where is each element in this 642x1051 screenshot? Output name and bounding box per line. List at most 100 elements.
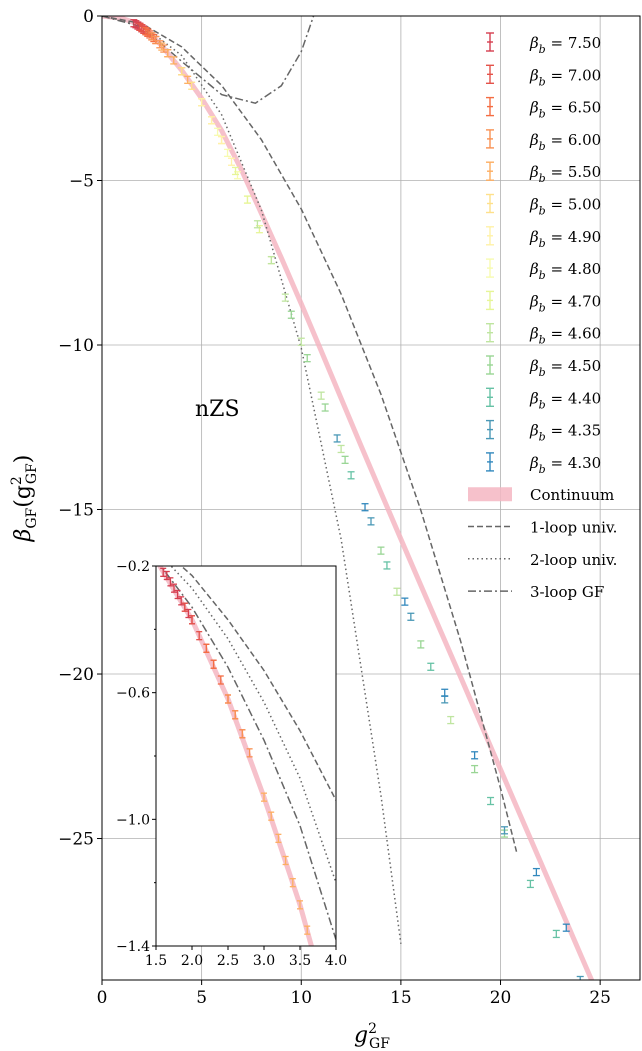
legend-entry: βb = 4.60 [486, 323, 601, 347]
legend-label: βb = 4.90 [529, 228, 601, 250]
main-data-point [287, 310, 295, 319]
legend-label: βb = 4.30 [529, 454, 601, 476]
inset-data-point [203, 643, 210, 653]
legend-sub: b [539, 237, 546, 250]
main-data-point [427, 662, 435, 671]
legend-label: βb = 4.35 [529, 422, 601, 444]
x-axis-label-sub: GF [369, 1036, 390, 1051]
legend-value: = 6.50 [546, 99, 602, 117]
inset-data-point [268, 811, 275, 821]
legend-sub: b [539, 75, 546, 88]
inset-data-point [210, 659, 217, 669]
legend-sub: b [539, 366, 546, 379]
main-data-point [471, 751, 479, 760]
legend-beta: β [529, 66, 539, 84]
y-tick-label: 0 [83, 7, 94, 27]
inset-data-point [304, 925, 311, 935]
main-data-point [471, 764, 479, 774]
legend-entry: 2-loop univ. [468, 551, 617, 569]
legend-sub: b [539, 140, 546, 153]
y-tick-label: −20 [58, 665, 94, 685]
legend-value: = 4.70 [546, 292, 602, 310]
inset-data-point [232, 710, 239, 720]
legend-beta: β [529, 131, 539, 149]
inset-data-point [174, 589, 181, 600]
legend-entry: βb = 7.50 [486, 32, 601, 56]
legend-sub: b [539, 398, 546, 411]
legend-value: = 4.50 [546, 357, 602, 375]
inset-y-tick-label: −1.0 [116, 812, 150, 828]
inset-data-point [181, 602, 188, 612]
inset-data-point [185, 608, 192, 619]
main-data-point [383, 561, 391, 570]
legend-label: βb = 4.40 [529, 389, 601, 411]
legend-label: Continuum [530, 486, 614, 504]
inset-x-tick-label: 1.5 [145, 953, 167, 969]
legend-beta: β [529, 422, 539, 440]
legend-value: = 7.00 [546, 66, 602, 84]
legend-value: = 7.50 [546, 34, 602, 52]
inset-data-point [196, 631, 203, 641]
main-data-point [532, 867, 540, 877]
main-data-point [441, 688, 449, 697]
main-data-point [170, 56, 178, 65]
main-data-point [501, 826, 509, 835]
legend-beta: β [529, 228, 539, 246]
inset-data-point [167, 577, 174, 587]
legend-beta: β [529, 389, 539, 407]
main-data-point [228, 157, 236, 166]
legend-beta: β [529, 196, 539, 214]
legend-label: βb = 6.50 [529, 99, 601, 121]
legend-entry: βb = 4.80 [486, 258, 601, 282]
main-data-point [447, 715, 455, 725]
legend-label: 1-loop univ. [530, 519, 617, 537]
x-axis-label-sup: 2 [368, 1021, 377, 1037]
inset-data-point [225, 694, 231, 704]
x-tick-label: 15 [390, 988, 412, 1008]
legend-label: βb = 7.50 [529, 34, 601, 56]
legend-entry: 3-loop GF [468, 583, 604, 601]
legend-value: = 4.90 [546, 228, 602, 246]
legend-sub: b [539, 172, 546, 185]
main-data-point [281, 293, 289, 302]
inset-points [160, 567, 311, 935]
legend-label: βb = 4.50 [529, 357, 601, 379]
main-data-point [232, 166, 240, 176]
main-data-point [321, 403, 329, 412]
legend-sub: b [539, 431, 546, 444]
legend-sub: b [539, 269, 546, 282]
inset-x-tick-label: 2.5 [217, 953, 239, 969]
y-axis-label: βGF(g2GF) [9, 455, 40, 543]
main-data-point [347, 471, 355, 480]
legend-value: = 5.50 [546, 163, 602, 181]
main-points [130, 19, 614, 1033]
legend-sub: b [539, 301, 546, 314]
legend-sub: b [539, 108, 546, 121]
main-data-point [526, 879, 534, 889]
inset-data-point [275, 833, 282, 843]
inset-data-point [282, 855, 289, 866]
inset-x-tick-label: 4.0 [325, 953, 347, 969]
main-data-point [224, 148, 232, 158]
legend-sub: b [539, 43, 546, 56]
legend-label: βb = 4.80 [529, 260, 601, 282]
main-data-point [152, 35, 160, 45]
legend-beta: β [529, 292, 539, 310]
legend-value: = 6.00 [546, 131, 602, 149]
legend-label: βb = 4.60 [529, 325, 601, 347]
main-data-point [607, 1026, 614, 1033]
main-data-point [417, 640, 425, 649]
x-axis-label: g2 GF [354, 1021, 390, 1051]
inset-data-point [217, 675, 224, 685]
legend-beta: β [529, 357, 539, 375]
main-curve-dashdot [102, 16, 315, 105]
main-curve-dotted [102, 16, 402, 944]
inset-curve-dashed [180, 566, 336, 801]
inset-data-point [261, 792, 267, 802]
x-tick-label: 5 [196, 988, 207, 1008]
legend-label: βb = 5.00 [529, 196, 601, 218]
legend-beta: β [529, 260, 539, 278]
x-axis-label-g: g [354, 1023, 368, 1048]
main-data-point [341, 455, 349, 464]
